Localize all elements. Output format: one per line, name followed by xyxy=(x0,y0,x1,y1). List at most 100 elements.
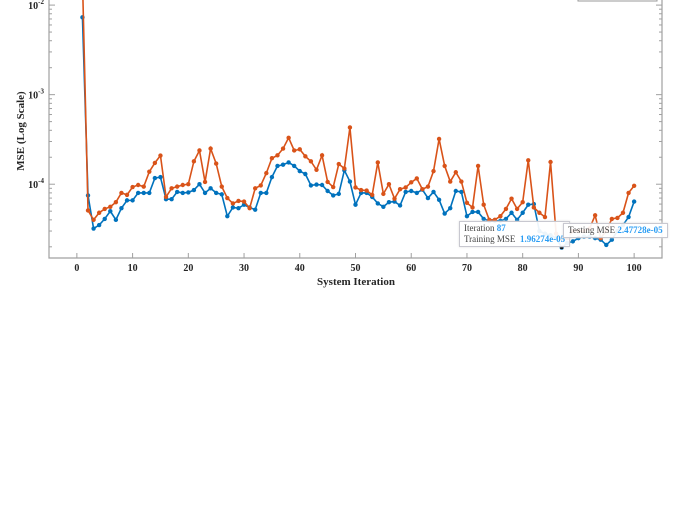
data-point xyxy=(152,160,158,166)
x-tick-label: 90 xyxy=(573,263,583,274)
y-tick-base: 10 xyxy=(28,180,38,191)
data-point xyxy=(481,202,486,207)
data-point xyxy=(537,210,542,215)
data-point xyxy=(503,206,509,212)
data-point xyxy=(498,213,503,219)
data-point xyxy=(169,186,174,191)
data-point xyxy=(381,191,386,197)
x-tick-label: 10 xyxy=(128,263,138,274)
data-point xyxy=(325,179,330,185)
x-tick-label: 80 xyxy=(518,263,528,274)
data-point xyxy=(442,163,447,169)
data-point xyxy=(169,197,174,202)
data-point xyxy=(464,200,470,206)
x-tick-label: 60 xyxy=(406,263,416,274)
datatip-iteration-label: Iteration xyxy=(464,223,495,233)
series-line xyxy=(82,0,635,240)
data-point xyxy=(225,195,230,201)
data-point xyxy=(620,210,626,215)
data-point xyxy=(381,204,386,209)
data-point xyxy=(509,196,514,201)
data-point xyxy=(509,210,514,215)
data-point xyxy=(442,211,447,216)
data-point xyxy=(197,148,202,153)
data-point xyxy=(609,216,615,222)
data-point xyxy=(202,190,208,196)
data-point xyxy=(631,183,637,189)
y-tick-exponent: -3 xyxy=(38,88,44,96)
data-point xyxy=(403,185,408,190)
data-point xyxy=(280,162,286,167)
data-point xyxy=(464,213,470,219)
data-point xyxy=(319,182,325,188)
data-point xyxy=(213,161,219,166)
series-line xyxy=(81,17,635,249)
data-point xyxy=(264,170,269,176)
data-point xyxy=(286,160,291,165)
data-point xyxy=(130,198,135,203)
data-point xyxy=(91,226,96,231)
x-tick-label: 100 xyxy=(627,263,642,274)
data-point xyxy=(135,182,141,188)
data-point xyxy=(403,189,408,195)
datatip-testing-label: Testing MSE xyxy=(568,225,616,235)
x-tick-label: 30 xyxy=(239,263,249,274)
data-point xyxy=(481,216,486,222)
data-point xyxy=(308,183,314,188)
data-point xyxy=(180,190,185,196)
data-point xyxy=(158,174,163,180)
data-point xyxy=(96,222,102,228)
data-point xyxy=(258,183,263,188)
data-point xyxy=(91,217,96,223)
y-axis-label: MSE (Log Scale) xyxy=(15,91,27,171)
data-point xyxy=(436,197,442,202)
data-point xyxy=(186,182,191,187)
data-point xyxy=(247,205,252,211)
datatip-training[interactable]: Iteration 87 Training MSE 1.96274e-05 xyxy=(459,221,571,247)
y-tick-label: 10-4 xyxy=(28,177,44,191)
data-point xyxy=(297,147,302,152)
data-point xyxy=(520,199,525,205)
data-point xyxy=(286,135,291,140)
data-point xyxy=(308,159,314,164)
data-point xyxy=(258,190,263,196)
data-point xyxy=(475,209,481,215)
data-point xyxy=(526,158,531,163)
data-point xyxy=(475,163,481,169)
data-point xyxy=(325,188,330,194)
x-tick-label: 40 xyxy=(295,263,305,274)
data-point xyxy=(219,184,224,189)
data-point xyxy=(397,203,403,208)
data-point xyxy=(626,214,631,220)
x-tick-label: 70 xyxy=(462,263,472,274)
data-point xyxy=(375,160,380,165)
data-point xyxy=(191,187,197,193)
data-point xyxy=(342,166,347,171)
data-point xyxy=(102,206,107,212)
data-point xyxy=(420,186,425,192)
data-point xyxy=(202,179,208,185)
data-point xyxy=(230,205,236,210)
data-point xyxy=(386,199,392,205)
datatip-training-label: Training MSE xyxy=(464,234,516,244)
data-point xyxy=(431,168,436,174)
data-point xyxy=(252,186,258,191)
datatip-testing[interactable]: Testing MSE 2.47728e-05 xyxy=(563,223,668,238)
data-point xyxy=(503,216,509,222)
data-point xyxy=(364,188,369,193)
data-point xyxy=(542,214,548,220)
datatip-testing-value: 2.47728e-05 xyxy=(617,225,663,235)
data-point xyxy=(119,190,124,196)
data-point xyxy=(431,189,436,195)
data-point xyxy=(208,146,213,151)
data-point xyxy=(592,213,598,218)
data-point xyxy=(113,199,119,205)
x-tick-label: 0 xyxy=(74,263,79,274)
data-point xyxy=(336,191,341,197)
data-point xyxy=(113,217,119,223)
data-point xyxy=(297,168,302,174)
data-point xyxy=(314,167,319,172)
data-point xyxy=(409,180,414,185)
data-point xyxy=(626,190,631,196)
